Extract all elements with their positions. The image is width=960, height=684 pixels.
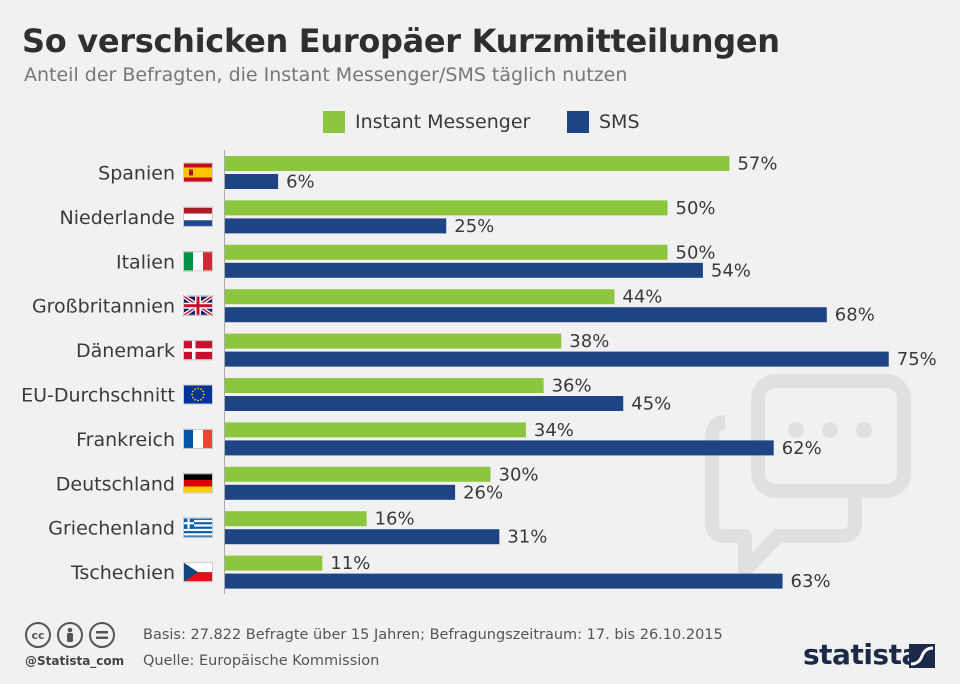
- category-label-eu-durchschnitt: EU-Durchschnitt: [21, 385, 175, 407]
- bar-instant-messenger-spanien: [225, 156, 730, 171]
- category-label-grossbritannien: Großbritannien: [32, 296, 175, 318]
- value-label-instant-messenger-niederlande: 50%: [676, 198, 716, 219]
- bar-sms-griechenland: [225, 529, 500, 545]
- category-label-tschechien: Tschechien: [70, 562, 175, 584]
- statista-logo: statista: [803, 638, 920, 671]
- bar-sms-italien: [225, 262, 703, 278]
- bar-sms-danemark: [225, 351, 889, 367]
- bar-instant-messenger-grossbritannien: [225, 289, 615, 305]
- value-label-sms-tschechien: 63%: [791, 571, 831, 592]
- legend-item-instant-messenger: Instant Messenger: [323, 109, 530, 135]
- value-label-instant-messenger-deutschland: 30%: [499, 464, 539, 485]
- footnote-source: Quelle: Europäische Kommission: [143, 653, 380, 669]
- value-label-instant-messenger-italien: 50%: [676, 242, 716, 263]
- attribution-icon: [57, 622, 83, 648]
- value-label-sms-deutschland: 26%: [463, 482, 503, 503]
- spain-flag-icon: [183, 162, 213, 183]
- bar-sms-frankreich: [225, 440, 774, 456]
- bar-instant-messenger-griechenland: [225, 511, 367, 527]
- bar-sms-niederlande: [225, 218, 447, 234]
- statista-logo-icon: [909, 644, 935, 668]
- value-label-sms-italien: 54%: [711, 260, 751, 281]
- eu-flag-icon: [183, 384, 213, 405]
- bar-instant-messenger-frankreich: [225, 422, 526, 438]
- category-label-griechenland: Griechenland: [48, 518, 175, 540]
- value-label-instant-messenger-spanien: 57%: [737, 154, 777, 175]
- value-label-sms-grossbritannien: 68%: [835, 305, 875, 326]
- bar-instant-messenger-danemark: [225, 333, 562, 349]
- france-flag-icon: [183, 428, 213, 449]
- greece-flag-icon: [183, 517, 213, 538]
- bar-sms-tschechien: [225, 573, 783, 589]
- legend-swatch-sms: [567, 111, 589, 133]
- value-label-instant-messenger-griechenland: 16%: [375, 509, 415, 530]
- value-label-instant-messenger-grossbritannien: 44%: [622, 287, 662, 308]
- value-label-sms-niederlande: 25%: [454, 216, 494, 237]
- value-label-instant-messenger-eu-durchschnitt: 36%: [552, 376, 592, 397]
- value-label-sms-griechenland: 31%: [507, 527, 547, 548]
- bar-sms-deutschland: [225, 484, 456, 500]
- legend-swatch-instant-messenger: [323, 111, 345, 133]
- footnote-basis: Basis: 27.822 Befragte über 15 Jahren; B…: [143, 627, 723, 643]
- legend-item-sms: SMS: [567, 109, 640, 135]
- denmark-flag-icon: [183, 340, 213, 361]
- value-label-sms-spanien: 6%: [286, 172, 315, 193]
- value-label-instant-messenger-danemark: 38%: [569, 331, 609, 352]
- bar-instant-messenger-niederlande: [225, 200, 668, 216]
- bar-sms-grossbritannien: [225, 307, 827, 323]
- bar-sms-eu-durchschnitt: [225, 396, 624, 411]
- cc-icon: cc: [25, 622, 51, 648]
- category-label-niederlande: Niederlande: [60, 207, 175, 229]
- chat-bubble-watermark-icon: [705, 374, 911, 577]
- italy-flag-icon: [183, 251, 213, 272]
- value-label-sms-eu-durchschnitt: 45%: [631, 394, 671, 415]
- bar-sms-spanien: [225, 174, 279, 189]
- page-subtitle: Anteil der Befragten, die Instant Messen…: [24, 64, 628, 86]
- statista-handle: @Statista_com: [25, 654, 125, 668]
- category-label-frankreich: Frankreich: [76, 429, 175, 451]
- license-icons: cc: [25, 622, 115, 648]
- page-title: So verschicken Europäer Kurzmitteilungen: [22, 22, 780, 60]
- value-label-instant-messenger-tschechien: 11%: [330, 553, 370, 574]
- bar-chart: Spanien 57%6%Niederlande 50%25%Italien 50%5…: [21, 150, 937, 594]
- bar-instant-messenger-deutschland: [225, 466, 491, 482]
- value-label-sms-danemark: 75%: [897, 349, 937, 370]
- germany-flag-icon: [183, 473, 213, 494]
- legend-label-instant-messenger: Instant Messenger: [355, 111, 531, 133]
- value-label-instant-messenger-frankreich: 34%: [534, 420, 574, 441]
- uk-flag-icon: [181, 294, 215, 318]
- legend-label-sms: SMS: [599, 111, 640, 133]
- bar-instant-messenger-eu-durchschnitt: [225, 378, 544, 393]
- netherlands-flag-icon: [183, 206, 213, 227]
- category-label-deutschland: Deutschland: [56, 473, 175, 495]
- category-label-italien: Italien: [116, 251, 175, 273]
- bar-instant-messenger-tschechien: [225, 555, 323, 571]
- value-label-sms-frankreich: 62%: [782, 438, 822, 459]
- bar-instant-messenger-italien: [225, 244, 668, 260]
- category-label-spanien: Spanien: [98, 163, 175, 185]
- no-derivatives-icon: [89, 622, 115, 648]
- category-label-danemark: Dänemark: [76, 340, 175, 362]
- czech-flag-icon: [183, 562, 213, 583]
